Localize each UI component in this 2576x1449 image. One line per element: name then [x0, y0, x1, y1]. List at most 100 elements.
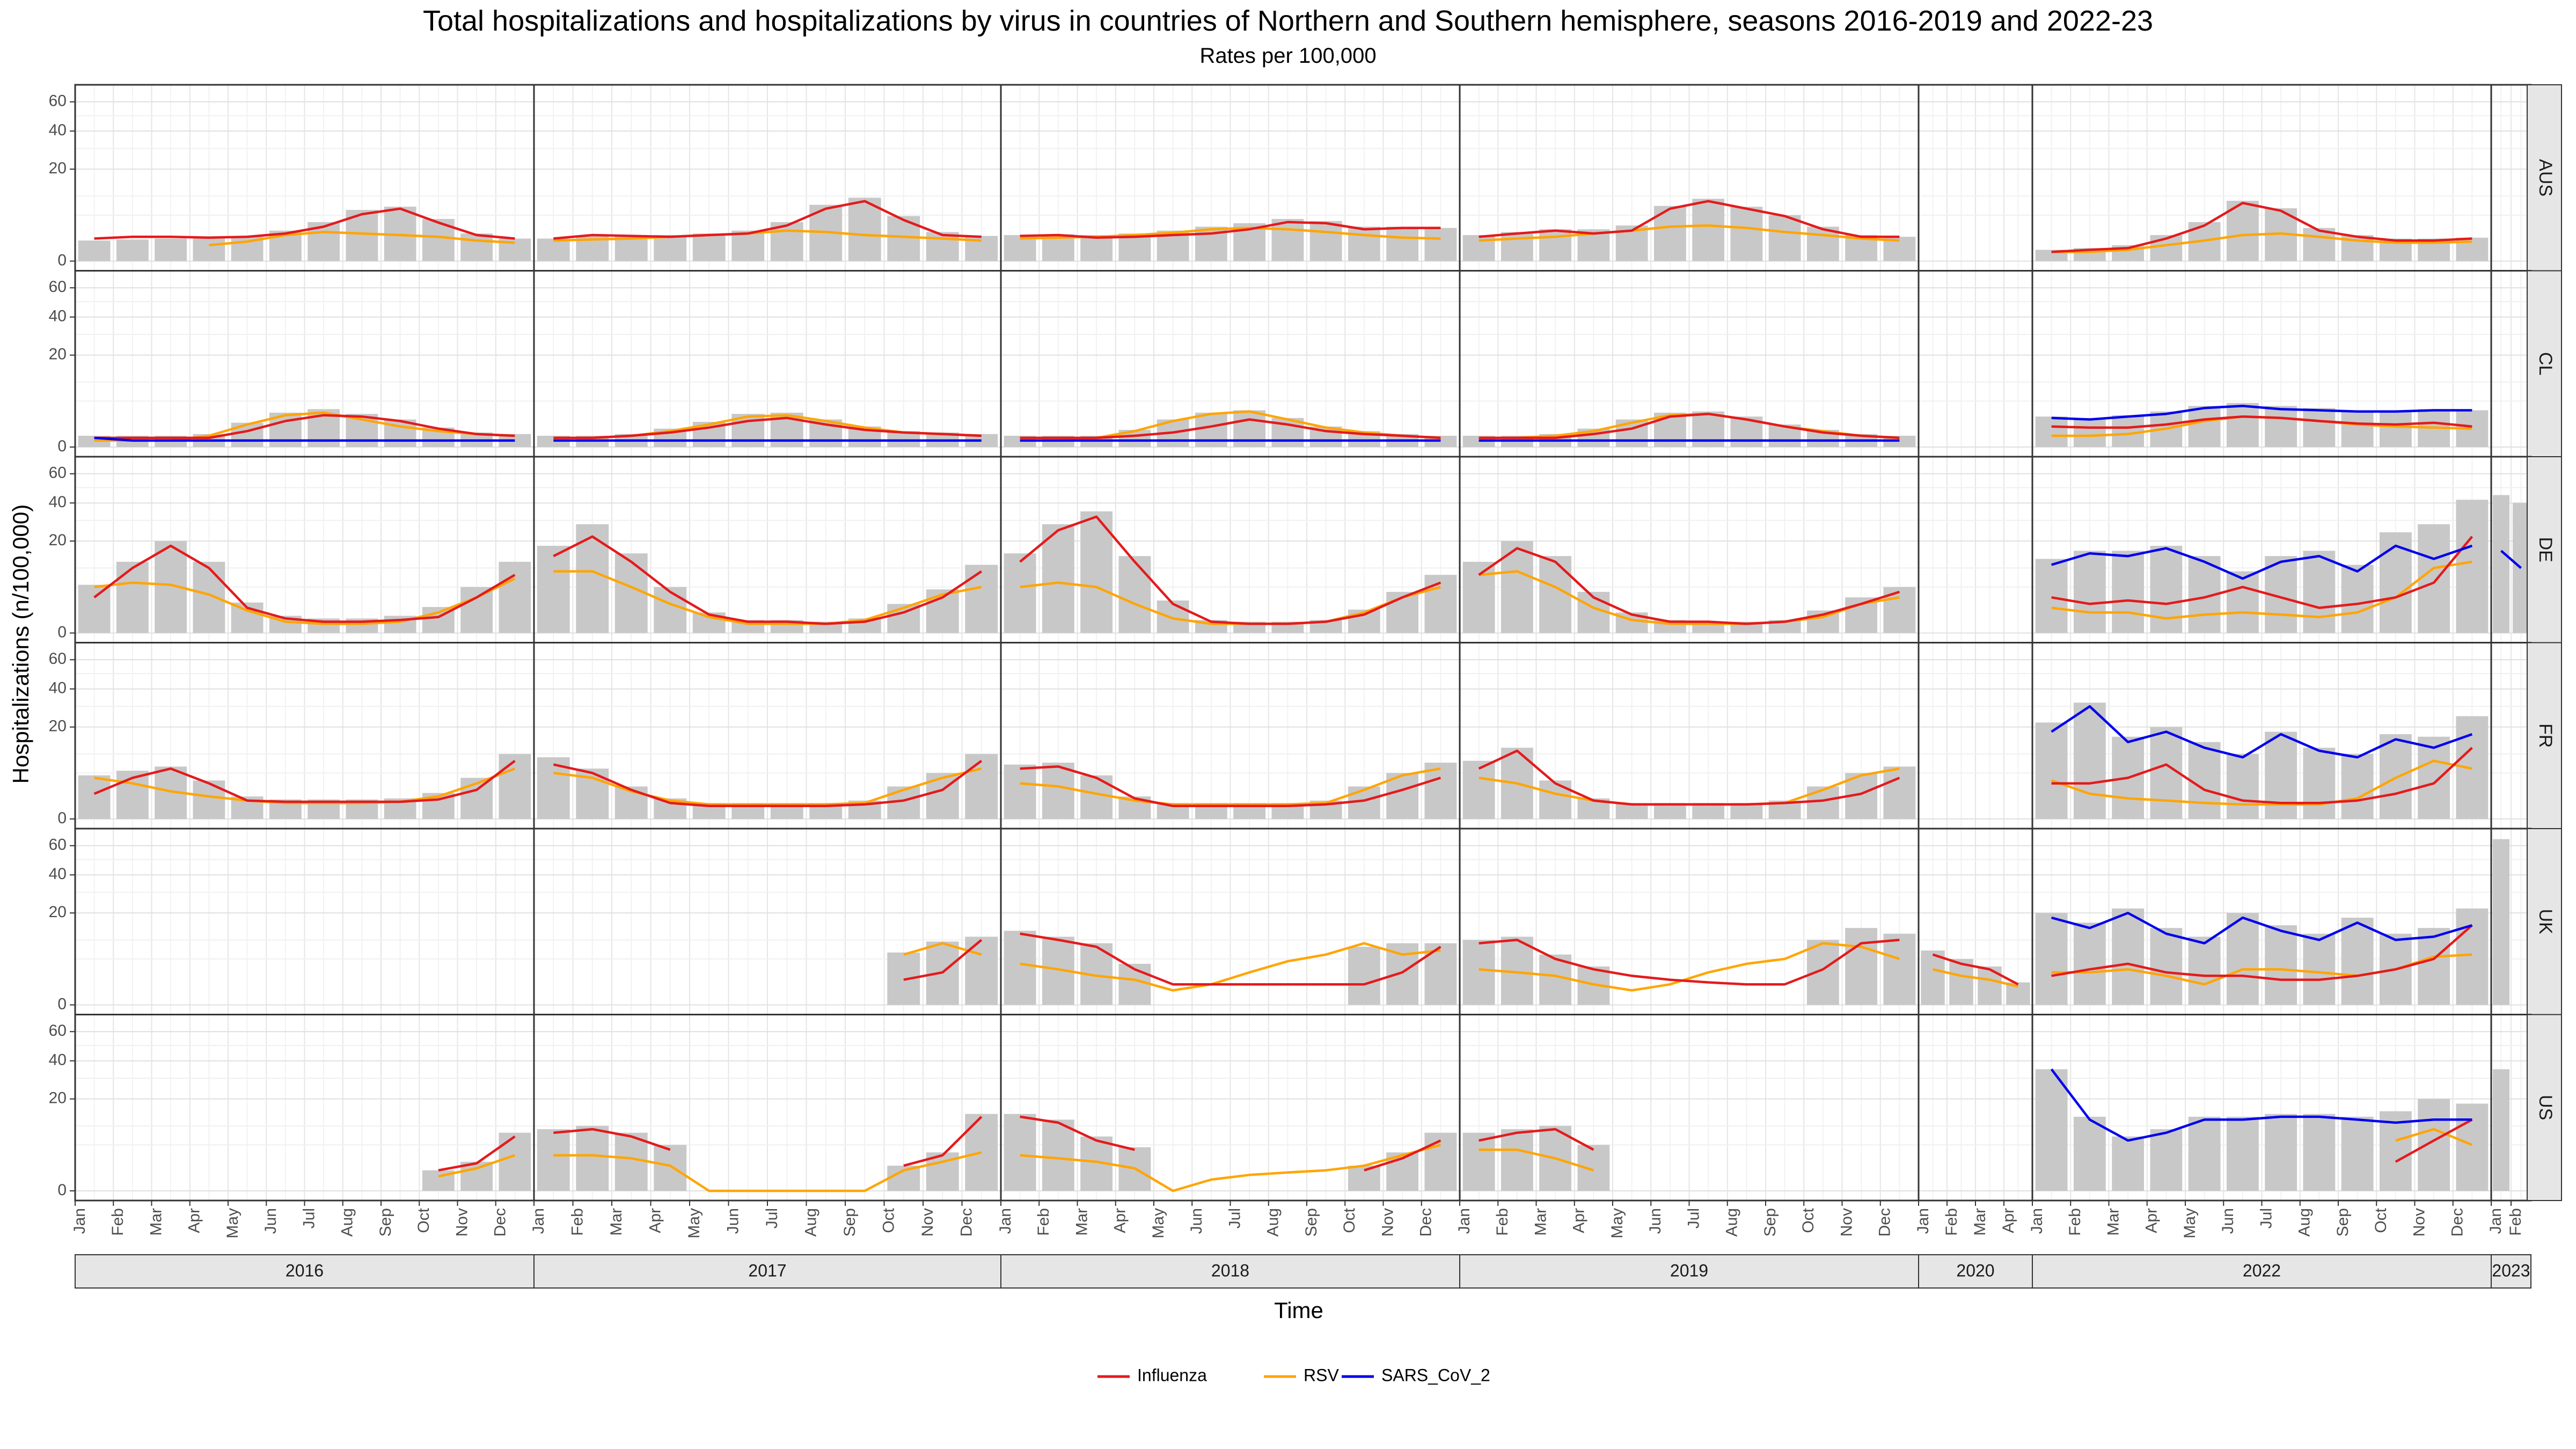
bar-total [1883, 587, 1916, 633]
series-line-sars [2500, 550, 2522, 569]
legend-label: SARS_CoV_2 [1381, 1365, 1490, 1385]
y-tick-label: 60 [49, 278, 67, 296]
year-strip [1000, 1254, 1460, 1289]
bar-total [1806, 786, 1839, 819]
x-tick-label: Mar [1971, 1208, 1989, 1236]
bar-total [1424, 228, 1457, 261]
series-line-influenza [1364, 1139, 1441, 1172]
x-tick-label: Sep [841, 1208, 859, 1236]
x-tick-label: Aug [339, 1208, 356, 1236]
series-line-sars [2050, 1069, 2472, 1142]
series-line-influenza [553, 535, 983, 625]
x-tick-label: Jul [2257, 1208, 2275, 1228]
y-tick-label: 20 [49, 531, 67, 549]
y-tick-label: 60 [49, 650, 67, 668]
bar-total [2226, 1116, 2259, 1191]
bar-total [1042, 763, 1074, 819]
bar-total [78, 584, 111, 633]
bar-total [1539, 556, 1572, 633]
x-tick-label: Aug [1264, 1208, 1282, 1236]
series-line-sars [2051, 911, 2473, 945]
x-tick-label: Jan [1914, 1208, 1932, 1234]
x-tick-label: Jul [763, 1208, 781, 1228]
series-line-influenza [1479, 1128, 1594, 1151]
x-axis-title: Time [1274, 1298, 1323, 1323]
bar-total [1501, 1129, 1533, 1191]
bar-total [460, 233, 493, 261]
series-line-rsv [2395, 1128, 2473, 1146]
x-tick-label: Apr [646, 1208, 664, 1233]
facet-strip [2527, 84, 2562, 272]
bar-total [2226, 753, 2259, 819]
x-tick-label: Oct [415, 1208, 433, 1233]
bar-total [2112, 908, 2145, 1005]
y-tick-label: 0 [57, 809, 67, 827]
x-tick-label: Oct [1799, 1208, 1817, 1233]
series-line-influenza [1020, 418, 1441, 440]
bar-total [499, 1132, 531, 1191]
bar-total [1195, 412, 1227, 447]
bar-total [2379, 1111, 2412, 1191]
x-tick-label: Feb [2066, 1208, 2084, 1236]
x-tick-label: Nov [2410, 1208, 2428, 1236]
bar-total [2456, 500, 2489, 633]
bar-total [155, 238, 187, 261]
legend-label: Influenza [1137, 1365, 1207, 1385]
bar-total [2341, 753, 2374, 819]
bar-total [1157, 600, 1189, 633]
x-tick-label: Oct [880, 1208, 897, 1233]
bar-total [1080, 775, 1113, 819]
x-tick-label: May [2181, 1208, 2199, 1239]
bar-total [2341, 1116, 2374, 1191]
bar-total [2492, 839, 2510, 1005]
bar-total [2418, 736, 2450, 819]
y-axis-title: Hospitalizations (n/100,000) [8, 504, 33, 784]
x-tick-label: May [685, 1208, 703, 1239]
bar-total [926, 589, 959, 633]
series-line-influenza [1019, 515, 1441, 625]
facet-strip [2527, 642, 2562, 829]
series-line-rsv [553, 1151, 982, 1192]
bar-total [2265, 925, 2297, 1005]
bar-total [2188, 406, 2221, 447]
bar-total [2150, 1129, 2183, 1191]
x-tick-label: Aug [1723, 1208, 1741, 1236]
bar-total [2303, 408, 2336, 447]
chart-title: Total hospitalizations and hospitalizati… [422, 5, 2154, 37]
y-tick-label: 0 [57, 437, 67, 455]
y-tick-label: 40 [49, 679, 67, 697]
x-tick-label: Apr [1570, 1208, 1588, 1233]
bar-total [1615, 803, 1648, 819]
bar-total [1386, 226, 1419, 261]
bar-total [2341, 917, 2374, 1005]
y-tick-label: 20 [49, 159, 67, 177]
bar-total [460, 587, 493, 633]
bar-total [2379, 410, 2412, 447]
x-tick-label: Dec [492, 1208, 509, 1236]
series-line-rsv [1479, 1148, 1594, 1172]
x-tick-label: May [224, 1208, 241, 1239]
bar-total [193, 238, 225, 261]
y-tick-label: 40 [49, 493, 67, 511]
series-line-rsv [1020, 942, 1441, 992]
facet-label: US [2535, 1095, 2556, 1120]
series-line-influenza [93, 759, 516, 803]
bar-total [2226, 571, 2259, 633]
x-tick-label: Jun [262, 1208, 280, 1234]
x-tick-label: Aug [2296, 1208, 2314, 1236]
bar-total [2265, 406, 2297, 447]
bar-total [1883, 766, 1916, 819]
y-tick-label: 40 [49, 865, 67, 883]
series-line-rsv [553, 570, 982, 625]
bar-total [537, 1129, 570, 1191]
bar-total [499, 561, 531, 633]
bar-total [2341, 410, 2374, 447]
series-line-rsv [1020, 767, 1441, 806]
x-tick-label: Jan [997, 1208, 1014, 1234]
facet-label: FR [2535, 723, 2556, 748]
bar-total [1462, 760, 1495, 819]
bar-total [1462, 940, 1495, 1005]
series-line-sars [2051, 405, 2472, 421]
bar-total [731, 230, 765, 261]
